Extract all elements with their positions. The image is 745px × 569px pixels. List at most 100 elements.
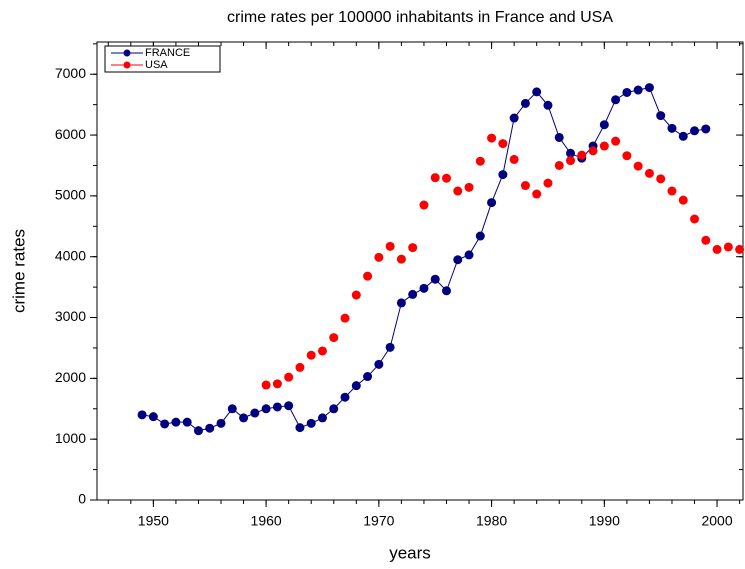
data-point: [408, 289, 418, 299]
data-point: [588, 146, 598, 156]
data-point: [577, 150, 587, 160]
data-point: [419, 200, 429, 210]
data-point: [487, 198, 497, 208]
y-tick-label: 5000: [55, 187, 86, 203]
data-point: [408, 243, 418, 253]
legend-box: [104, 45, 221, 73]
data-point: [340, 392, 350, 402]
x-tick-label: 1970: [363, 513, 394, 529]
data-point: [543, 178, 553, 188]
data-point: [644, 168, 654, 178]
data-point: [498, 139, 508, 149]
x-tick-label: 1960: [251, 513, 282, 529]
data-point: [611, 95, 621, 105]
data-point: [464, 250, 474, 260]
data-point: [430, 173, 440, 183]
data-point: [532, 189, 542, 199]
data-point: [532, 87, 542, 97]
data-point: [633, 85, 643, 95]
data-point: [227, 404, 237, 414]
data-point: [250, 408, 260, 418]
data-point: [374, 359, 384, 369]
data-point: [701, 124, 711, 134]
data-point: [306, 418, 316, 428]
data-point: [272, 402, 282, 412]
data-point: [329, 333, 339, 343]
data-point: [160, 419, 170, 429]
data-point: [284, 401, 294, 411]
data-point: [723, 242, 733, 252]
y-tick-label: 3000: [55, 308, 86, 324]
data-point: [171, 417, 181, 427]
legend-marker: [123, 49, 131, 57]
x-tick-label: 1990: [589, 513, 620, 529]
data-point: [295, 423, 305, 433]
data-point: [554, 132, 564, 142]
data-point: [509, 154, 519, 164]
data-point: [363, 372, 373, 382]
y-axis-label: crime rates: [9, 229, 28, 313]
chart-title: crime rates per 100000 inhabitants in Fr…: [227, 9, 613, 26]
data-point: [340, 313, 350, 323]
data-point: [182, 417, 192, 427]
data-point: [566, 156, 576, 166]
data-point: [633, 161, 643, 171]
data-point: [656, 174, 666, 184]
data-point: [667, 186, 677, 196]
data-point: [385, 241, 395, 251]
data-point: [148, 412, 158, 422]
data-point: [317, 346, 327, 356]
data-point: [216, 418, 226, 428]
data-point: [599, 120, 609, 130]
data-point: [690, 214, 700, 224]
y-tick-label: 1000: [55, 430, 86, 446]
x-tick-label: 1950: [138, 513, 169, 529]
data-point: [509, 113, 519, 123]
data-point: [396, 298, 406, 308]
legend-label: USA: [145, 59, 168, 71]
x-tick-label: 2000: [701, 513, 732, 529]
data-point: [611, 136, 621, 146]
data-point: [419, 283, 429, 293]
data-point: [475, 156, 485, 166]
x-axis-label: years: [389, 543, 431, 562]
data-point: [317, 413, 327, 423]
data-point: [272, 379, 282, 389]
data-point: [430, 274, 440, 284]
data-point: [543, 100, 553, 110]
data-point: [667, 123, 677, 133]
legend-label: FRANCE: [145, 47, 190, 59]
data-point: [306, 350, 316, 360]
data-point: [520, 181, 530, 191]
data-point: [385, 342, 395, 352]
data-point: [205, 423, 215, 433]
data-point: [441, 286, 451, 296]
data-point: [374, 252, 384, 262]
data-point: [678, 131, 688, 141]
data-point: [261, 380, 271, 390]
series-line: [142, 87, 706, 432]
x-tick-label: 1980: [476, 513, 507, 529]
data-point: [396, 254, 406, 264]
data-point: [498, 170, 508, 180]
data-point: [261, 404, 271, 414]
data-point: [193, 426, 203, 436]
data-point: [239, 413, 249, 423]
data-point: [441, 173, 451, 183]
data-point: [554, 160, 564, 170]
data-point: [622, 151, 632, 161]
data-point: [690, 126, 700, 136]
data-point: [137, 410, 147, 420]
data-point: [475, 231, 485, 241]
data-point: [464, 182, 474, 192]
data-point: [622, 87, 632, 97]
y-tick-label: 0: [78, 491, 86, 507]
data-point: [656, 111, 666, 121]
data-point: [351, 290, 361, 300]
data-point: [453, 255, 463, 265]
data-point: [520, 98, 530, 108]
y-tick-label: 2000: [55, 369, 86, 385]
data-point: [363, 271, 373, 281]
data-point: [295, 362, 305, 372]
